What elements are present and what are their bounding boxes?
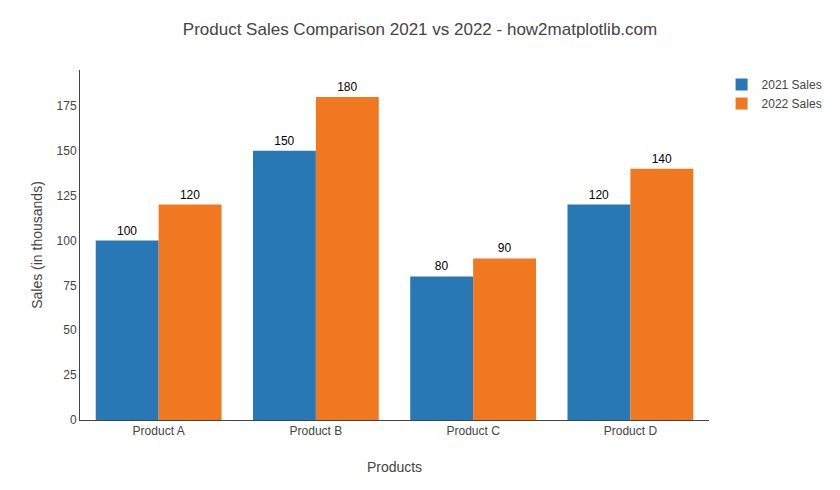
svg-text:175: 175 — [57, 99, 77, 113]
svg-text:50: 50 — [63, 323, 77, 337]
svg-text:180: 180 — [337, 80, 357, 94]
svg-text:2021 Sales: 2021 Sales — [762, 78, 822, 92]
svg-text:25: 25 — [63, 368, 77, 382]
svg-text:Product B: Product B — [290, 424, 343, 438]
svg-text:150: 150 — [57, 144, 77, 158]
svg-text:90: 90 — [498, 241, 512, 255]
svg-text:100: 100 — [117, 224, 137, 238]
svg-text:Products: Products — [367, 459, 422, 475]
svg-text:0: 0 — [70, 413, 77, 427]
svg-text:2022 Sales: 2022 Sales — [762, 97, 822, 111]
svg-text:Product Sales Comparison 2021: Product Sales Comparison 2021 vs 2022 - … — [183, 20, 657, 39]
svg-text:75: 75 — [63, 279, 77, 293]
svg-text:Sales (in thousands): Sales (in thousands) — [29, 181, 45, 309]
svg-text:120: 120 — [589, 188, 609, 202]
svg-text:Product A: Product A — [133, 424, 185, 438]
svg-text:100: 100 — [57, 234, 77, 248]
svg-text:125: 125 — [57, 189, 77, 203]
svg-text:Product C: Product C — [446, 424, 500, 438]
svg-text:Product D: Product D — [604, 424, 658, 438]
svg-text:150: 150 — [274, 134, 294, 148]
svg-text:120: 120 — [180, 188, 200, 202]
svg-text:80: 80 — [435, 259, 449, 273]
svg-text:140: 140 — [652, 152, 672, 166]
